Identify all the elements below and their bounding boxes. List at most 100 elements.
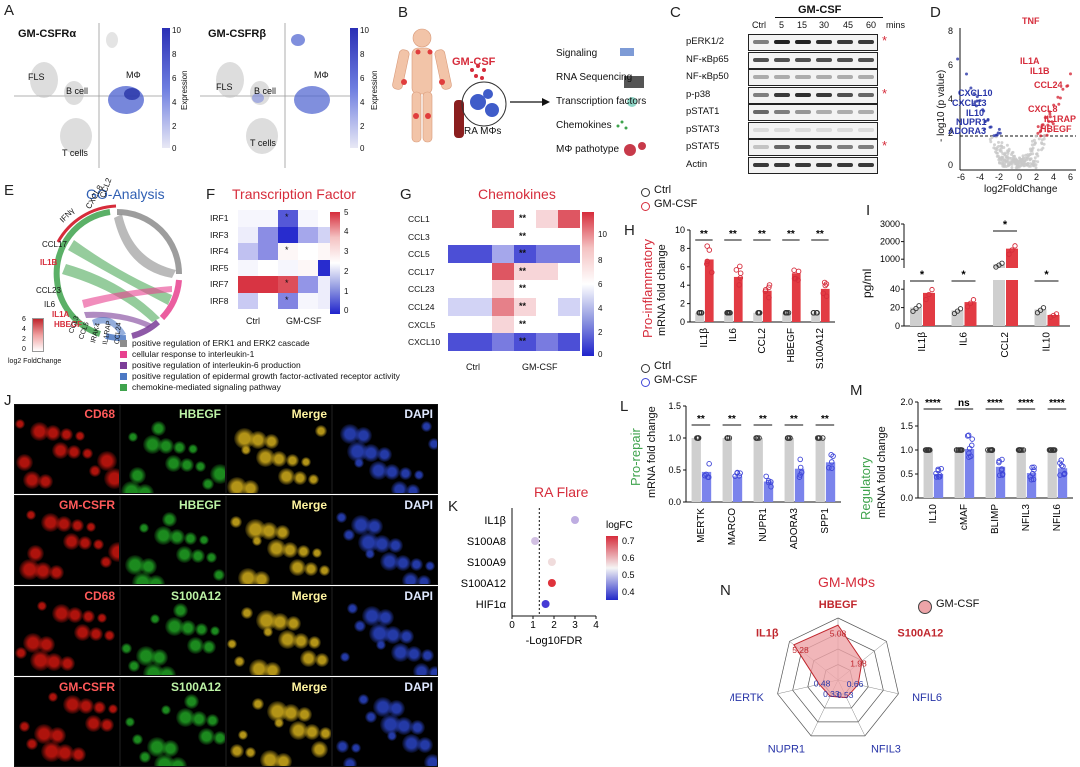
microscopy-cell <box>34 562 52 580</box>
microscopy-cell <box>275 525 290 540</box>
data-dot <box>704 474 711 480</box>
data-dot <box>936 474 943 480</box>
volcano-down-gene: ADORA3 <box>948 126 987 136</box>
microscopy-cell <box>52 604 71 623</box>
blot-band <box>816 162 832 167</box>
colorbar-a2-tick: 8 <box>360 50 365 59</box>
microscopy-cell <box>293 471 307 485</box>
microscopy-label: CD68 <box>84 407 115 421</box>
data-dot <box>1040 305 1047 311</box>
chart-raflare: 0 1 2 3 4 -Log10FDR IL1β S100A8 S100A9 S100A12 HIF… <box>461 508 635 647</box>
bar-ctrl <box>811 312 820 322</box>
bar-treated <box>763 481 774 502</box>
microscopy-cell <box>355 427 372 444</box>
go-term: positive regulation of epidermal growth … <box>120 371 400 382</box>
microscopy-tile: S100A12 <box>120 586 226 676</box>
k-point <box>547 558 556 566</box>
y-tick-label: 20 <box>890 303 900 313</box>
microscopy-cell <box>195 623 208 636</box>
volcano-point <box>1056 95 1060 99</box>
microscopy-cell <box>369 461 388 480</box>
k-legend-bar <box>606 536 618 600</box>
blot-strip <box>748 34 878 51</box>
volcano-point <box>965 72 968 76</box>
radar-axis-label: NUPR1 <box>768 743 805 755</box>
microscopy-cell <box>176 546 193 563</box>
microscopy-cell <box>60 428 73 441</box>
k-legend-tick: 0.4 <box>622 587 635 597</box>
microscopy-cell <box>86 522 96 532</box>
microscopy-label: GM-CSFR <box>59 498 115 512</box>
microscopy-cell <box>85 715 102 732</box>
volcano-point <box>1026 153 1030 157</box>
data-dot <box>999 471 1006 477</box>
chemokine-cell-star: ** <box>519 318 527 329</box>
microscopy-cell <box>206 552 217 563</box>
data-dot <box>1031 467 1037 473</box>
microscopy-cell <box>187 637 204 654</box>
h-ylabel1: Pro-inflammatory <box>640 239 655 338</box>
microscopy-cell <box>297 545 310 558</box>
blot-band <box>774 110 790 114</box>
k-gene-label: S100A12 <box>461 578 506 590</box>
bar-ctrl <box>782 312 791 322</box>
k-point <box>571 516 579 524</box>
category-label: MARCO <box>727 508 738 545</box>
bar-ctrl <box>954 450 964 498</box>
tf-scale-tick: 3 <box>344 247 349 256</box>
microscopy-cell <box>402 734 421 753</box>
go-term-swatch <box>120 384 127 391</box>
microscopy-cell <box>417 575 431 584</box>
tf-cell <box>298 243 318 260</box>
colorbar-a1-tick: 2 <box>172 122 177 131</box>
microscopy-cell <box>74 624 91 641</box>
colorbar-a1-tick: 4 <box>172 98 177 107</box>
volcano-point <box>1028 158 1032 162</box>
volcano-point <box>990 136 994 139</box>
bar-treated <box>733 276 743 322</box>
y-tick-label: 0.0 <box>668 497 681 507</box>
tf-cell <box>298 259 318 276</box>
microscopy-cell <box>38 474 53 489</box>
volcano-point <box>1016 166 1019 169</box>
volcano-point <box>1030 139 1034 143</box>
blot-band <box>795 57 811 62</box>
microscopy-cell <box>354 620 366 632</box>
chemokine-cell <box>558 333 580 351</box>
y-tick-label: 1.5 <box>900 421 913 431</box>
colorbar-a2-tick: 10 <box>360 26 369 35</box>
log2fc-tick: 0 <box>22 346 26 353</box>
chemokine-row-label: CXCL10 <box>408 337 441 348</box>
blot-band <box>774 57 790 62</box>
volcano-up-gene: TNF <box>1022 16 1040 26</box>
blot-band-label: NF-κBp50 <box>686 71 729 82</box>
blot-band <box>774 145 790 149</box>
data-dot <box>766 282 773 288</box>
go-term-label: positive regulation of interleukin-6 pro… <box>132 360 301 370</box>
chemokine-cell <box>492 227 514 246</box>
microscopy-cell <box>161 705 171 715</box>
category-label: CCL2 <box>1000 332 1011 358</box>
chemo-scale-tick: 6 <box>598 280 603 289</box>
log2fc-tick: 4 <box>22 326 26 333</box>
legend-ctrl: Ctrl <box>654 184 672 196</box>
volcano-point <box>1051 122 1055 126</box>
blot-band <box>816 75 832 79</box>
significance: ** <box>700 229 708 240</box>
microscopy-cell <box>154 526 173 545</box>
chemokine-cell <box>536 280 558 298</box>
y-tick-label: 2.0 <box>900 397 913 407</box>
microscopy-tile: HBEGF <box>120 404 226 494</box>
tf-cell <box>298 276 318 293</box>
microscopy-cell <box>271 451 287 467</box>
microscopy-cell <box>150 614 160 624</box>
blot-band <box>837 162 853 167</box>
volcano-point <box>996 154 1000 158</box>
chemokine-cell <box>470 210 492 228</box>
data-dot <box>999 466 1005 472</box>
microscopy-tile: Merge <box>226 404 332 494</box>
umap-a2-label-bcell: B cell <box>254 86 277 96</box>
microscopy-cell <box>428 666 437 675</box>
category-label: SPP1 <box>820 508 831 534</box>
microscopy-cell <box>351 743 361 753</box>
